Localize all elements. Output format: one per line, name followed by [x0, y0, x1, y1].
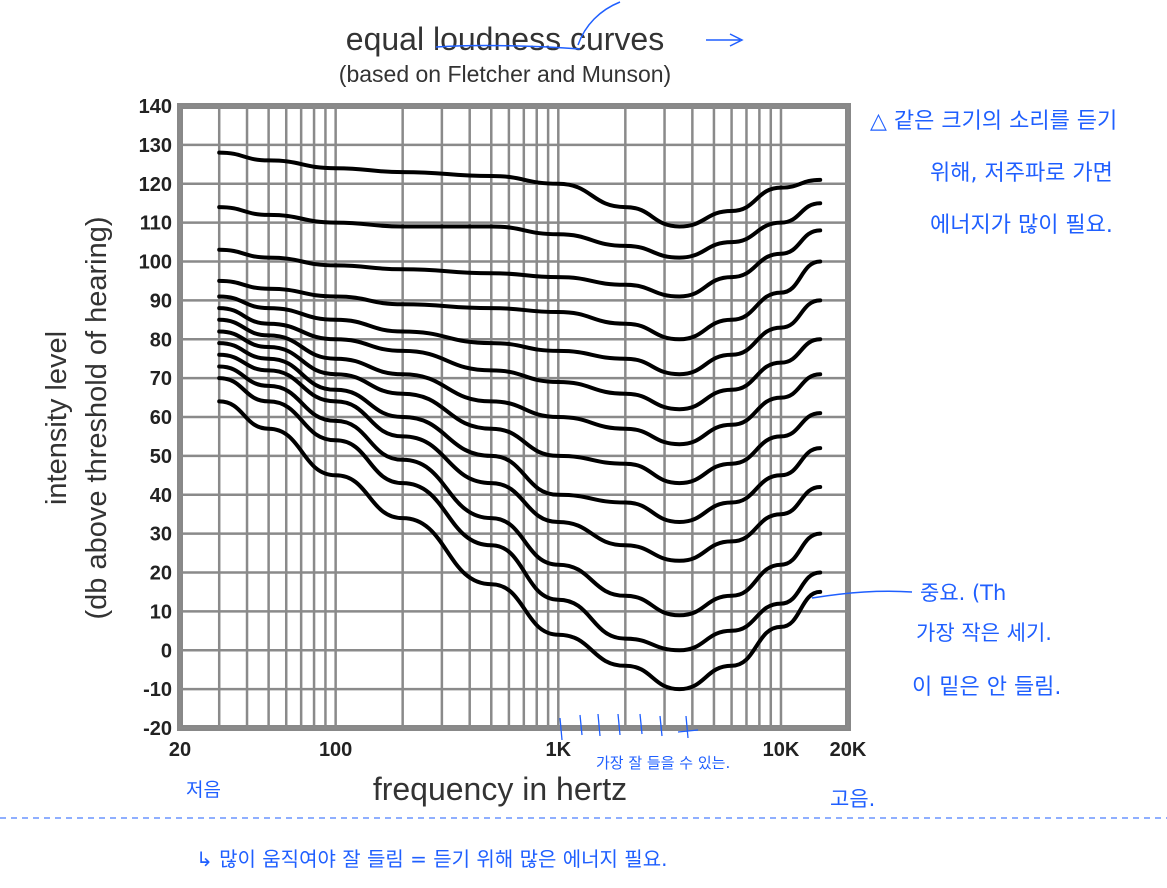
note-right-line1: 중요. (Th	[920, 581, 1006, 605]
loudness-curve-10	[217, 352, 823, 563]
y-tick-label: -10	[143, 679, 172, 701]
chart-title: equal loudness curves	[346, 21, 664, 57]
note-mid: 가장 잘 들을 수 있는.	[596, 754, 730, 772]
y-tick-label: 130	[139, 135, 172, 157]
loudness-curve-2	[217, 201, 823, 260]
y-axis-label-line1: intensity level	[41, 331, 73, 505]
note-low: 저음	[186, 779, 221, 801]
loudness-curve-12	[217, 376, 823, 653]
y-tick-label: 140	[139, 96, 172, 118]
y-tick-label: 40	[150, 485, 172, 507]
axis-ticks: 1401301201101009080706050403020100-10-20…	[139, 96, 867, 761]
loudness-curve-5	[217, 294, 823, 377]
loudness-curve-7	[217, 317, 823, 447]
y-tick-label: 70	[150, 368, 172, 390]
loudness-curve-3	[217, 228, 823, 299]
y-tick-label: 90	[150, 290, 172, 312]
y-tick-label: 100	[139, 252, 172, 274]
loudness-curve-8	[217, 329, 823, 486]
y-tick-label: 50	[150, 446, 172, 468]
y-tick-label: 80	[150, 329, 172, 351]
y-tick-label: -20	[143, 718, 172, 740]
note-high: 고음.	[830, 787, 875, 811]
loudness-curve-4	[217, 259, 823, 342]
loudness-curve-1	[217, 150, 823, 229]
x-axis-label: frequency in hertz	[373, 771, 627, 807]
note-right-line3: 이 밑은 안 들림.	[912, 675, 1061, 700]
loudness-curve-11	[217, 364, 823, 618]
loudness-curve-6	[217, 306, 823, 412]
note-top-line3: 에너지가 많이 필요.	[930, 213, 1113, 238]
y-tick-label: 30	[150, 524, 172, 546]
x-tick-label: 20	[169, 739, 191, 761]
x-tick-label: 10K	[763, 739, 800, 761]
note-right-line2: 가장 작은 세기.	[916, 621, 1052, 645]
loudness-curve-9	[217, 341, 823, 524]
y-tick-label: 120	[139, 174, 172, 196]
curves	[217, 150, 823, 692]
y-tick-label: 0	[161, 640, 172, 662]
y-axis-label-line2: (db above threshold of hearing)	[81, 216, 113, 619]
underline-loudness	[435, 44, 581, 50]
note-bottom: ↳ 많이 움직여야 잘 들림 = 듣기 위해 많은 에너지 필요.	[196, 847, 667, 871]
x-tick-label: 100	[319, 739, 352, 761]
note-top-line1: △ 같은 크기의 소리를 듣기	[870, 109, 1117, 134]
annotation-arrow-top	[706, 33, 744, 47]
loudness-curve-13	[217, 399, 823, 692]
x-tick-label: 1K	[546, 739, 572, 761]
handwritten-annotations: △ 같은 크기의 소리를 듣기 위해, 저주파로 가면 에너지가 많이 필요. …	[0, 1, 1167, 871]
annotation-mark-top	[577, 1, 621, 46]
note-top-line2: 위해, 저주파로 가면	[930, 161, 1113, 186]
y-tick-label: 110	[140, 213, 172, 235]
x-tick-label: 20K	[830, 739, 867, 761]
annotation-connector-right	[811, 590, 913, 599]
chart-subtitle: (based on Fletcher and Munson)	[339, 61, 671, 87]
y-tick-label: 20	[150, 563, 172, 585]
tick-marks-handwritten	[559, 713, 699, 741]
y-tick-label: 60	[150, 407, 172, 429]
y-tick-label: 10	[150, 601, 172, 623]
